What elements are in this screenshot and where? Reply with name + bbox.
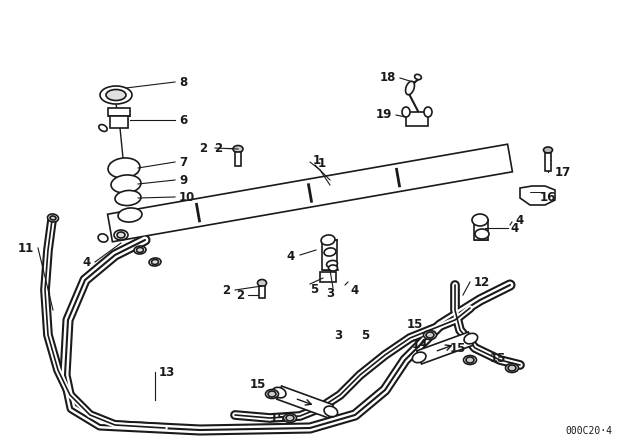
Text: 19: 19 [376,108,392,121]
Ellipse shape [266,389,278,399]
Text: 2: 2 [236,289,244,302]
Bar [320,272,336,282]
Ellipse shape [508,365,516,371]
Ellipse shape [149,258,161,266]
Bar [322,240,337,270]
Text: 000C20·4: 000C20·4 [565,426,612,436]
Ellipse shape [47,214,58,222]
Ellipse shape [326,260,337,267]
Text: 3: 3 [334,328,342,341]
Text: 14: 14 [270,388,286,401]
Ellipse shape [136,247,143,253]
Text: 17: 17 [555,165,572,178]
Text: 2: 2 [214,142,222,155]
Text: 3: 3 [326,287,334,300]
Text: 11: 11 [18,241,34,254]
Text: 1: 1 [313,154,321,167]
Ellipse shape [273,388,286,398]
Text: 4: 4 [350,284,358,297]
Text: 10: 10 [179,190,195,203]
Ellipse shape [424,107,432,117]
Ellipse shape [117,232,125,238]
Text: 12: 12 [474,276,490,289]
Polygon shape [108,144,513,242]
Text: 15: 15 [450,342,466,355]
Bar [108,108,130,116]
Text: 15: 15 [490,352,506,365]
Ellipse shape [406,81,415,95]
Ellipse shape [402,107,410,117]
Bar [474,220,488,240]
Bar [545,153,551,171]
Ellipse shape [543,147,552,153]
Ellipse shape [324,406,338,417]
Ellipse shape [268,391,276,397]
Ellipse shape [426,332,434,338]
Ellipse shape [424,331,436,340]
Ellipse shape [257,280,266,287]
Ellipse shape [475,229,489,239]
Ellipse shape [506,363,518,372]
Ellipse shape [50,216,56,220]
Ellipse shape [111,175,141,193]
Text: 2: 2 [199,142,207,155]
Bar [406,112,428,126]
Text: 4: 4 [510,221,518,234]
Text: 6: 6 [179,113,188,126]
Text: 13: 13 [159,366,175,379]
Text: 15: 15 [270,412,286,425]
Text: 2: 2 [222,284,230,297]
Polygon shape [276,386,333,418]
Text: 18: 18 [380,70,396,83]
Text: 15: 15 [407,318,423,331]
Ellipse shape [118,208,142,222]
Ellipse shape [284,414,296,422]
Ellipse shape [472,214,488,226]
Ellipse shape [99,125,107,131]
Ellipse shape [108,158,140,178]
Text: 4: 4 [83,255,91,268]
Ellipse shape [464,333,477,344]
Text: 14: 14 [412,338,428,351]
Ellipse shape [98,234,108,242]
Ellipse shape [466,357,474,363]
Bar [235,152,241,166]
Polygon shape [520,186,555,205]
Ellipse shape [321,235,335,245]
Bar [259,286,265,298]
Text: 5: 5 [361,328,369,341]
Bar [110,116,128,128]
Ellipse shape [115,190,141,206]
Text: 8: 8 [179,76,188,89]
Text: 15: 15 [250,378,266,391]
Ellipse shape [114,230,128,240]
Ellipse shape [412,352,426,363]
Text: 1: 1 [318,156,326,169]
Ellipse shape [134,246,146,254]
Ellipse shape [415,74,421,80]
Ellipse shape [233,146,243,152]
Ellipse shape [324,248,336,256]
Ellipse shape [328,265,337,271]
Text: 7: 7 [179,155,187,168]
Ellipse shape [286,415,294,421]
Ellipse shape [106,90,126,100]
Text: 5: 5 [310,283,318,296]
Polygon shape [417,332,473,364]
Ellipse shape [463,356,477,365]
Ellipse shape [152,259,159,264]
Text: 16: 16 [540,190,556,203]
Ellipse shape [100,86,132,104]
Text: 4: 4 [287,250,295,263]
Text: 9: 9 [179,173,188,186]
Text: 4: 4 [515,214,524,227]
